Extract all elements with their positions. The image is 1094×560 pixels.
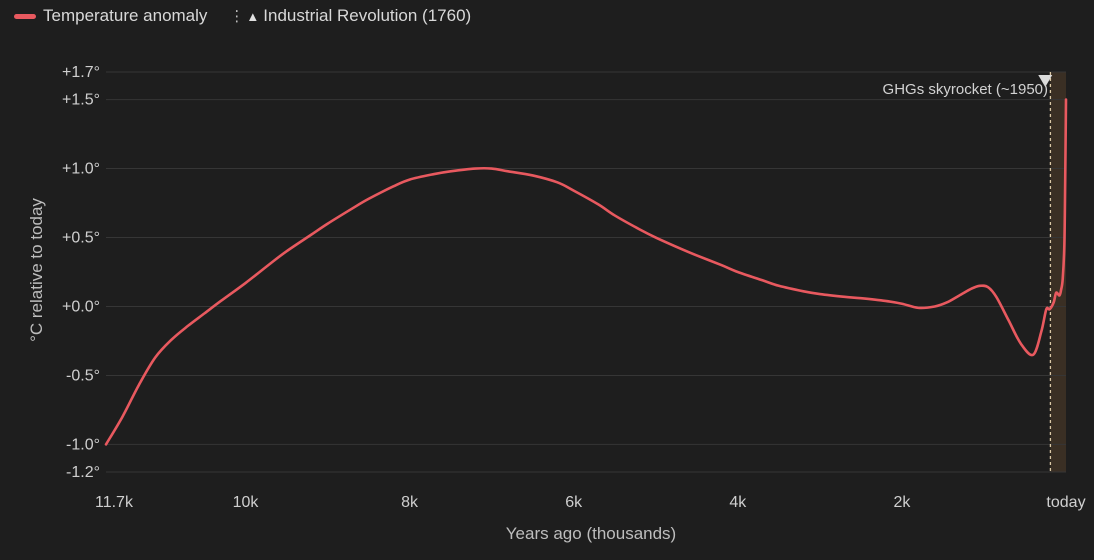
temperature-anomaly-line bbox=[104, 98, 1068, 446]
x-tick-label: 6k bbox=[565, 494, 583, 511]
chart-legend: Temperature anomaly ⋮ ▲ Industrial Revol… bbox=[14, 5, 471, 27]
y-tick-label: +0.5° bbox=[62, 230, 100, 247]
legend-label-temperature: Temperature anomaly bbox=[43, 6, 208, 25]
y-axis-title: °C relative to today bbox=[27, 198, 46, 342]
y-tick-label: -1.0° bbox=[66, 436, 100, 453]
legend-swatch-temperature bbox=[14, 13, 36, 19]
x-axis-title: Years ago (thousands) bbox=[506, 524, 676, 543]
x-tick-label: 11.7k bbox=[95, 494, 134, 511]
y-tick-label: -0.5° bbox=[66, 367, 100, 384]
legend-label-industrial-revolution: Industrial Revolution (1760) bbox=[263, 6, 472, 25]
y-tick-label: +1.0° bbox=[62, 161, 100, 178]
y-tick-label: -1.2° bbox=[66, 464, 100, 481]
x-tick-label: 4k bbox=[729, 494, 747, 511]
x-tick-label: 2k bbox=[893, 494, 911, 511]
y-tick-label: +0.0° bbox=[62, 298, 100, 315]
x-tick-label: today bbox=[1046, 494, 1085, 511]
x-tick-label: 10k bbox=[233, 494, 260, 511]
industrial-era-band bbox=[1050, 72, 1066, 472]
y-tick-label: +1.5° bbox=[62, 92, 100, 109]
legend-item-temperature[interactable]: Temperature anomaly bbox=[14, 6, 207, 26]
ghg-marker-triangle-icon bbox=[1038, 75, 1053, 87]
ghg-annotation-label: GHGs skyrocket (~1950) bbox=[883, 81, 1048, 98]
y-tick-label: +1.7° bbox=[62, 64, 100, 81]
x-tick-label: 8k bbox=[401, 494, 419, 511]
legend-item-industrial-revolution[interactable]: ▲ Industrial Revolution (1760) bbox=[246, 6, 471, 26]
triangle-up-icon: ▲ bbox=[246, 8, 260, 24]
legend-dotted-line-icon: ⋮ bbox=[229, 8, 245, 25]
